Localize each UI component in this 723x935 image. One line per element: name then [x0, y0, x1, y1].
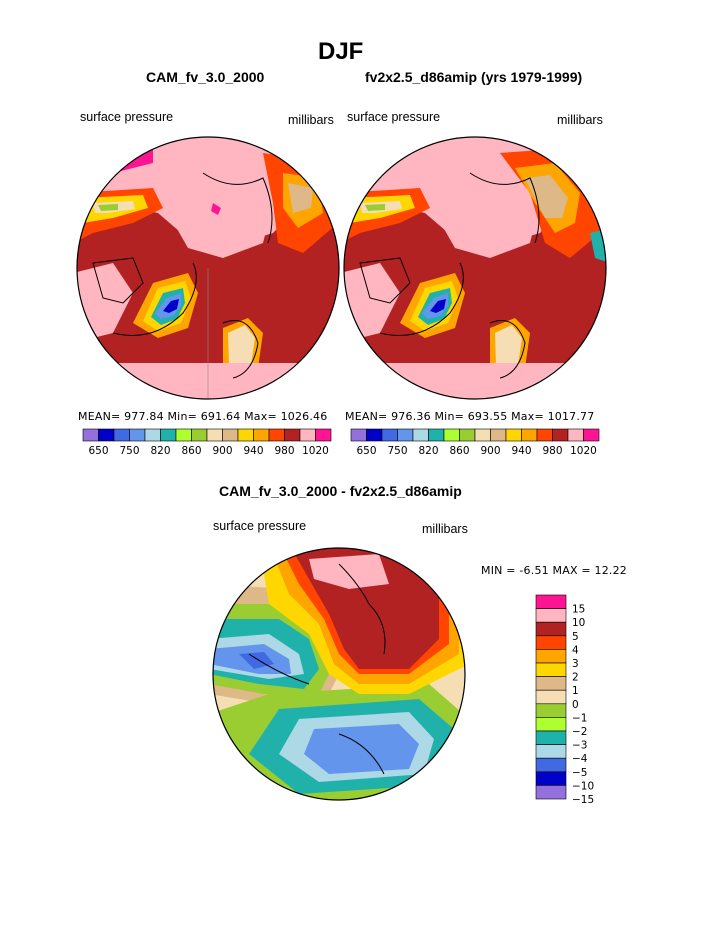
- panel-2-colorbar: 650 750 820 860 900 940 980 1020: [350, 428, 600, 457]
- panel-1-colorbar-swatch: [315, 428, 332, 442]
- diff-colorbar-tick-label: 2: [572, 672, 579, 684]
- panel-1-colorbar-swatch: [206, 428, 223, 442]
- panel-1-colorbar-swatch: [191, 428, 208, 442]
- page-title: DJF: [318, 38, 364, 65]
- panel-1-colorbar-tick-label: 650: [88, 445, 108, 457]
- diff-colorbar-swatch: [535, 785, 567, 800]
- panel-2-colorbar-swatch: [443, 428, 460, 442]
- diff-colorbar-tick-label: 4: [572, 644, 579, 656]
- diff-colorbar-tick-label: −4: [572, 753, 588, 765]
- panel-1-variable-label: surface pressure: [80, 110, 174, 124]
- diff-colorbar-swatch: [535, 771, 567, 786]
- diff-colorbar-swatch: [535, 744, 567, 759]
- panel-2-colorbar-swatch: [350, 428, 367, 442]
- panel-1-colorbar-swatch: [113, 428, 130, 442]
- panel-1-map: [76, 136, 340, 400]
- panel-1-colorbar-tick-label: 860: [181, 445, 201, 457]
- panel-2-colorbar-tick-label: 940: [511, 445, 531, 457]
- diff-colorbar-swatch: [535, 703, 567, 718]
- panel-2-colorbar-tick-label: 750: [387, 445, 407, 457]
- panel-1-colorbar-swatch: [160, 428, 177, 442]
- panel-2-colorbar-swatch: [505, 428, 522, 442]
- diff-colorbar-swatch: [535, 676, 567, 691]
- diff-colorbar-swatch: [535, 635, 567, 650]
- diff-colorbar-tick-label: 1: [572, 685, 579, 697]
- diff-colorbar-swatch: [535, 662, 567, 677]
- panel-1-colorbar-tick-label: 900: [212, 445, 232, 457]
- diff-colorbar-swatch: [535, 717, 567, 732]
- diff-colorbar-tick-label: −5: [572, 767, 587, 779]
- panel-1-colorbar-tick-label: 750: [119, 445, 139, 457]
- panel-2-variable-label: surface pressure: [347, 110, 441, 124]
- panel-2-colorbar-swatch: [583, 428, 600, 442]
- diff-stats: MIN = -6.51 MAX = 12.22: [481, 564, 627, 577]
- panel-2-colorbar-swatch: [567, 428, 584, 442]
- panel-1-colorbar-swatch: [144, 428, 161, 442]
- panel-1-colorbar-swatch: [129, 428, 146, 442]
- panel-1-colorbar-swatch: [253, 428, 270, 442]
- panel-1-title: CAM_fv_3.0_2000: [146, 69, 265, 85]
- diff-units-label: millibars: [422, 522, 468, 536]
- diff-colorbar-tick-label: 3: [572, 658, 579, 670]
- panel-1-colorbar-swatch: [222, 428, 239, 442]
- diff-colorbar-tick-label: −2: [572, 726, 587, 738]
- diff-colorbar-swatch: [535, 689, 567, 705]
- diff-colorbar-tick-label: −1: [572, 712, 587, 724]
- panel-1-colorbar-swatch: [268, 428, 285, 442]
- diff-colorbar-tick-label: 15: [572, 604, 585, 616]
- panel-2-colorbar-swatch: [474, 428, 491, 442]
- diff-colorbar-swatch: [535, 594, 567, 609]
- diff-colorbar-swatch: [535, 757, 567, 773]
- diff-colorbar-swatch: [535, 608, 567, 623]
- panel-1-colorbar-swatch: [82, 428, 99, 442]
- diff-colorbar-tick-label: −10: [572, 780, 594, 792]
- panel-2-colorbar-swatch: [521, 428, 538, 442]
- panel-1-colorbar-swatch: [284, 428, 301, 442]
- panel-2-colorbar-swatch: [397, 428, 414, 442]
- panel-2-colorbar-swatch: [412, 428, 429, 442]
- panel-2-colorbar-swatch: [552, 428, 569, 442]
- panel-2-map: [343, 136, 607, 400]
- panel-1-colorbar: 650 750 820 860 900 940 980 1020: [82, 428, 332, 457]
- panel-2-colorbar-tick-label: 980: [542, 445, 562, 457]
- panel-2-colorbar-swatch: [366, 428, 383, 442]
- panel-2-colorbar-swatch: [536, 428, 553, 442]
- panel-2-colorbar-tick-label: 650: [356, 445, 376, 457]
- panel-2-colorbar-swatch: [381, 428, 398, 442]
- panel-1-colorbar-swatch: [237, 428, 254, 442]
- diff-colorbar-swatch: [535, 730, 567, 745]
- panel-2-colorbar-tick-label: 1020: [570, 445, 597, 457]
- diff-colorbar-tick-label: 10: [572, 617, 585, 629]
- diff-map: [212, 547, 466, 801]
- diff-colorbar-tick-label: −15: [572, 794, 594, 806]
- diff-colorbar-tick-label: 0: [572, 699, 579, 711]
- panel-1-colorbar-swatch: [175, 428, 192, 442]
- diff-variable-label: surface pressure: [213, 519, 307, 533]
- panel-2-units-label: millibars: [557, 113, 603, 127]
- panel-2-colorbar-tick-label: 820: [418, 445, 438, 457]
- diff-colorbar-tick-label: −3: [572, 740, 587, 752]
- panel-1-stats: MEAN= 977.84 Min= 691.64 Max= 1026.46: [78, 410, 328, 423]
- panel-1-colorbar-tick-label: 820: [150, 445, 170, 457]
- panel-1-colorbar-tick-label: 1020: [302, 445, 329, 457]
- diff-colorbar-swatch: [535, 649, 567, 664]
- panel-1-colorbar-tick-label: 980: [274, 445, 294, 457]
- panel-1-units-label: millibars: [288, 113, 334, 127]
- diff-colorbar-tick-label: 5: [572, 631, 579, 643]
- panel-2-colorbar-tick-label: 900: [480, 445, 500, 457]
- panel-1-colorbar-swatch: [299, 428, 316, 442]
- diff-title: CAM_fv_3.0_2000 - fv2x2.5_d86amip: [219, 483, 462, 499]
- panel-1-colorbar-tick-label: 940: [243, 445, 263, 457]
- panel-1-colorbar-swatch: [98, 428, 115, 442]
- diff-colorbar-swatch: [535, 621, 567, 637]
- panel-2-colorbar-swatch: [490, 428, 507, 442]
- panel-2-title: fv2x2.5_d86amip (yrs 1979-1999): [365, 69, 583, 85]
- panel-2-colorbar-swatch: [459, 428, 476, 442]
- panel-2-stats: MEAN= 976.36 Min= 693.55 Max= 1017.77: [345, 410, 595, 423]
- panel-2-colorbar-swatch: [428, 428, 445, 442]
- panel-2-colorbar-tick-label: 860: [449, 445, 469, 457]
